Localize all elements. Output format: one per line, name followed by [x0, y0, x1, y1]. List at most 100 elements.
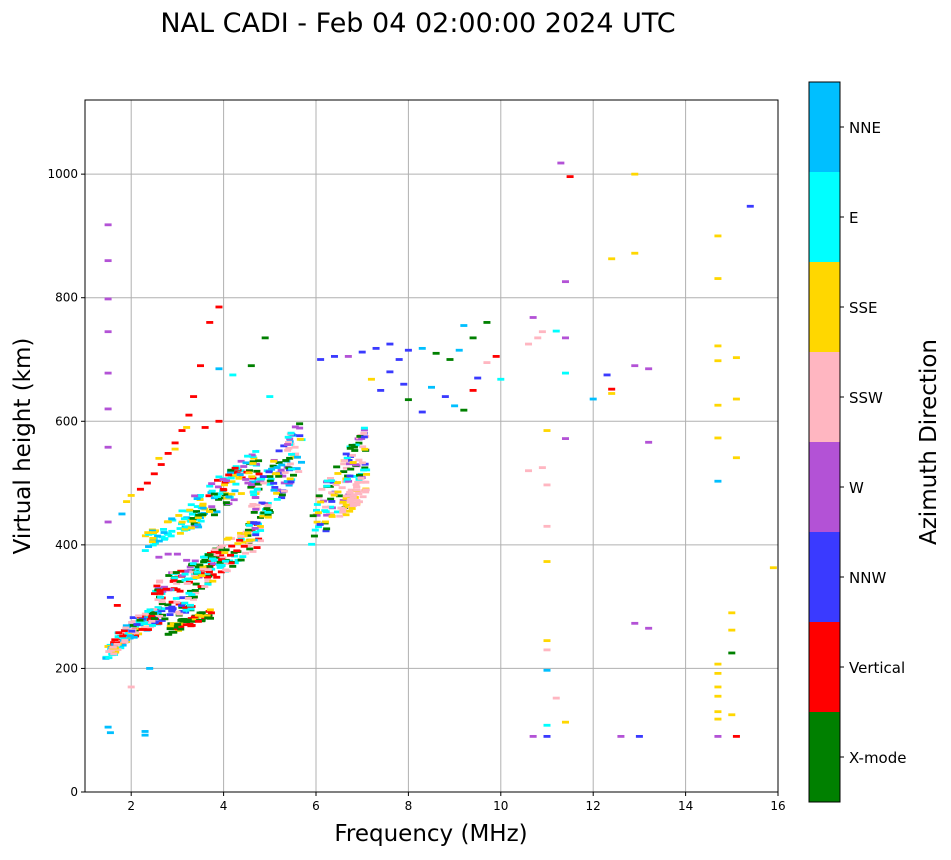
echo-mark	[145, 545, 153, 548]
echo-mark	[205, 565, 213, 569]
echo-mark	[350, 445, 358, 449]
echo-mark	[278, 496, 286, 500]
echo-mark	[334, 472, 342, 475]
echo-mark	[360, 431, 368, 435]
colorbar-tick-label: NNW	[849, 569, 886, 587]
echo-mark	[278, 463, 286, 467]
echo-mark	[266, 395, 274, 398]
echo-mark	[192, 591, 200, 595]
echo-mark	[263, 507, 271, 510]
echo-mark	[273, 497, 281, 501]
echo-mark	[227, 561, 235, 565]
echo-mark	[126, 634, 134, 638]
echo-mark	[149, 536, 157, 540]
echo-mark	[645, 626, 653, 630]
echo-mark	[534, 336, 542, 340]
echo-mark	[248, 475, 256, 479]
echo-mark	[155, 587, 163, 590]
echo-mark	[296, 437, 304, 441]
echo-mark	[171, 625, 179, 629]
echo-mark	[250, 493, 258, 497]
echo-mark	[557, 161, 565, 165]
echo-mark	[197, 494, 204, 497]
echo-mark	[345, 479, 353, 483]
echo-mark	[127, 685, 135, 689]
echo-mark	[342, 496, 350, 500]
colorbar-segment	[809, 352, 840, 442]
echo-mark	[346, 509, 354, 513]
echo-mark	[728, 651, 736, 655]
colorbar-tick-label: E	[849, 209, 858, 227]
echo-mark	[197, 585, 205, 588]
echo-mark	[469, 336, 477, 340]
echo-mark	[156, 579, 164, 583]
echo-mark	[309, 514, 317, 518]
echo-mark	[186, 508, 194, 512]
echo-mark	[273, 466, 281, 469]
echo-mark	[172, 627, 180, 631]
echo-mark	[237, 558, 245, 562]
echo-mark	[589, 397, 597, 401]
echo-mark	[182, 623, 190, 627]
echo-mark	[221, 483, 229, 487]
echo-mark	[241, 540, 249, 544]
echo-mark	[217, 496, 225, 500]
echo-mark	[249, 455, 257, 458]
echo-mark	[141, 534, 149, 538]
echo-mark	[329, 480, 337, 484]
echo-mark	[360, 435, 368, 439]
echo-mark	[266, 482, 274, 486]
echo-mark	[166, 624, 174, 628]
echo-mark	[246, 547, 254, 551]
echo-mark	[151, 541, 159, 545]
echo-mark	[280, 489, 288, 493]
echo-mark	[266, 475, 274, 478]
echo-mark	[210, 492, 218, 496]
echo-mark	[249, 490, 257, 494]
echo-mark	[404, 398, 412, 402]
colorbar-tick-label: W	[849, 479, 864, 497]
echo-mark	[165, 574, 173, 577]
echo-mark	[231, 561, 239, 565]
echo-mark	[189, 597, 197, 601]
echo-mark	[225, 495, 233, 499]
echo-mark	[164, 452, 172, 455]
echo-mark	[204, 582, 212, 586]
echo-mark	[166, 613, 174, 617]
echo-mark	[149, 543, 157, 547]
x-tick-label: 12	[586, 799, 601, 813]
echo-mark	[552, 696, 560, 700]
echo-mark	[204, 616, 212, 620]
echo-mark	[347, 467, 355, 471]
echo-mark	[141, 730, 149, 733]
echo-mark	[327, 497, 335, 501]
echo-mark	[317, 500, 325, 504]
echo-mark	[221, 551, 229, 555]
y-axis-ticks: 0 200 400 600 800 1000	[47, 167, 85, 799]
echo-mark	[264, 505, 272, 509]
echo-mark	[258, 477, 266, 481]
echo-mark	[603, 373, 611, 377]
echo-mark	[346, 446, 354, 450]
echo-mark	[158, 619, 166, 622]
echo-mark	[190, 595, 198, 599]
echo-mark	[229, 373, 237, 377]
echo-mark	[191, 494, 199, 498]
echo-mark	[215, 551, 223, 554]
echo-mark	[292, 452, 300, 456]
echo-mark	[469, 388, 477, 392]
echo-mark	[349, 461, 357, 464]
echo-mark	[281, 471, 289, 474]
echo-mark	[185, 413, 193, 417]
echo-mark	[732, 456, 740, 460]
plot-area: 2 4 6 8 10 12 14 16 0 200 400 600 800 1000	[47, 99, 786, 813]
echo-mark	[231, 554, 239, 558]
echo-mark	[177, 569, 185, 573]
echo-mark	[714, 717, 722, 721]
echo-mark	[332, 483, 340, 487]
echo-mark	[198, 611, 206, 615]
echo-mark	[631, 251, 639, 255]
echo-mark	[189, 517, 197, 520]
echo-mark	[188, 593, 196, 597]
echo-mark	[211, 548, 219, 552]
